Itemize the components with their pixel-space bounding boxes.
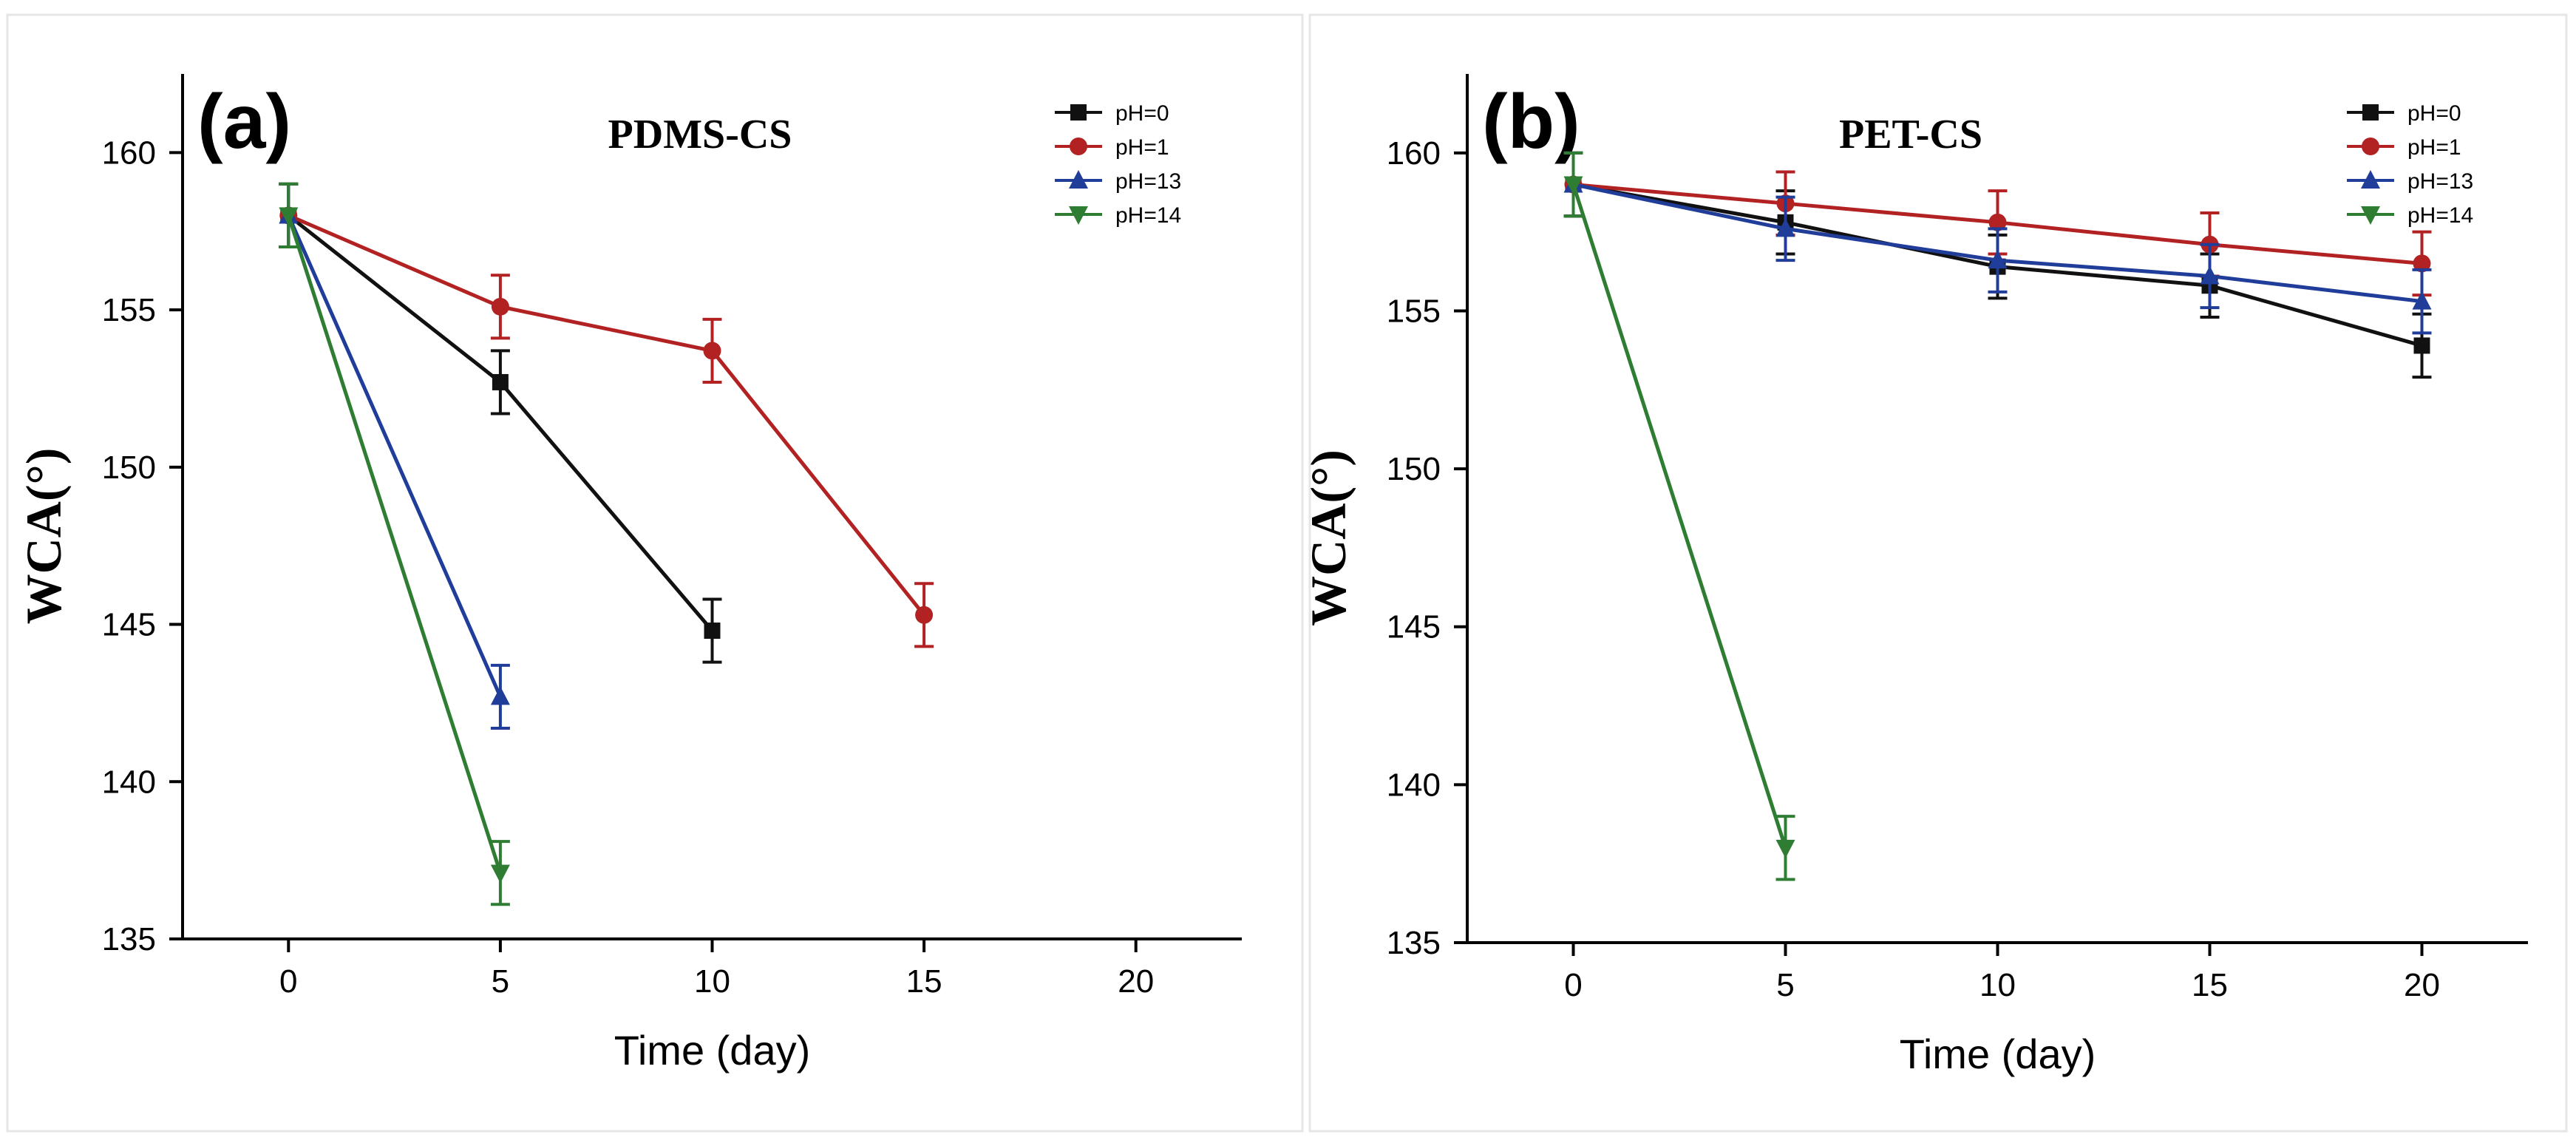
panel-b-y-tick-label: 145: [1387, 609, 1441, 645]
panel-a-x-tick-label: 10: [694, 963, 730, 1000]
panel-b-y-tick-label: 155: [1387, 293, 1441, 329]
panel-a-legend-label: pH=14: [1115, 203, 1181, 228]
panel-a-series-pH-0: [279, 182, 722, 664]
panel-a-data-point: [915, 606, 934, 624]
panel-a-y-axis-title: WCA(°): [16, 448, 72, 625]
panel-b-x-axis-title: Time (day): [1900, 1031, 2096, 1077]
panel-b-data-point: [2412, 291, 2432, 310]
panel-b-series-pH-13: [1563, 151, 2432, 335]
panel-b-legend-label: pH=13: [2407, 169, 2473, 194]
panel-b-y-tick-label: 140: [1387, 767, 1441, 803]
panel-b-legend-label: pH=0: [2407, 101, 2461, 126]
panel-a-chart: 0 5 10 15 20 135 140 145 150 155 160 Time (day) WCA(…: [16, 74, 1242, 1074]
panel-b-x-tick-label: 0: [1564, 967, 1582, 1003]
panel-a-title: PDMS-CS: [608, 112, 792, 157]
panel-b-frame: [1308, 13, 2568, 1133]
panel-a-series-pH-14: [279, 182, 510, 906]
panel-a-legend-marker: [1069, 170, 1088, 189]
panel-a-data-point: [279, 207, 299, 226]
panel-b-x-tick-label: 5: [1776, 967, 1794, 1003]
panel-b-legend-label: pH=14: [2407, 203, 2473, 228]
panel-b-x-tick-label: 15: [2192, 967, 2228, 1003]
panel-b-data-point: [2200, 265, 2220, 285]
panel-a-y-tick-label: 135: [102, 921, 156, 957]
panel-b-label: (b): [1482, 79, 1580, 165]
panel-b-data-point: [1775, 218, 1795, 237]
panel-b-data-point: [1988, 213, 2007, 231]
panel-b-x-tick-label: 10: [1979, 967, 2016, 1003]
panel-a-series-line: [287, 214, 503, 698]
panel-a-x-tick-label: 15: [906, 963, 942, 1000]
panel-b-legend-marker: [2362, 138, 2379, 155]
panel-a-series-line: [288, 214, 926, 617]
panel-b-data-point: [1563, 176, 1583, 195]
panel-b-title: PET-CS: [1839, 112, 1982, 157]
panel-b-y-tick-label: 150: [1387, 451, 1441, 487]
panel-a-data-point: [492, 373, 509, 390]
panel-a-y-tick-label: 155: [102, 292, 156, 328]
panel-b-legend-marker: [2362, 104, 2379, 121]
panel-a-legend: pH=0 pH=1 pH=13 pH=14: [1055, 101, 1181, 228]
panel-b-data-point: [2413, 254, 2431, 273]
panel-a-y-tick-label: 160: [102, 135, 156, 171]
panel-b-legend-marker: [2361, 170, 2380, 189]
panel-a-legend-marker: [1069, 206, 1088, 225]
panel-a-data-point: [490, 864, 510, 883]
panel-a-x-tick-label: 20: [1118, 963, 1154, 1000]
panel-b-data-point: [1775, 839, 1795, 858]
panel-b-data-point: [2413, 337, 2430, 354]
panel-a-data-point: [490, 686, 510, 705]
panel-a-x-tick-label: 0: [279, 963, 297, 1000]
panel-a-y-tick-label: 140: [102, 764, 156, 800]
panel-a-data-point: [491, 297, 509, 316]
panel-a-legend-label: pH=1: [1115, 135, 1169, 160]
panel-a-legend-label: pH=0: [1115, 101, 1169, 126]
panel-b-legend: pH=0 pH=1 pH=13 pH=14: [2347, 101, 2473, 228]
panel-a-data-point: [703, 342, 721, 360]
panel-b-series-line: [1571, 183, 1787, 849]
panel-b-data-point: [1988, 250, 2008, 269]
panel-a-label: (a): [197, 79, 291, 165]
panel-b-series-pH-14: [1563, 151, 1795, 881]
panel-a-x-tick-label: 5: [492, 963, 509, 1000]
panel-a-series-pH-13: [279, 182, 510, 730]
panel-a-x-axis-title: Time (day): [614, 1027, 811, 1074]
panel-a-data-point: [704, 623, 721, 640]
panel-b-y-tick-label: 135: [1387, 925, 1441, 961]
panel-a-legend-label: pH=13: [1115, 169, 1181, 194]
panel-b-legend-label: pH=1: [2407, 135, 2461, 160]
panel-a-legend-marker: [1070, 138, 1087, 155]
panel-b-y-tick-label: 160: [1387, 135, 1441, 172]
panel-b-y-axis-title: WCA(°): [1300, 450, 1356, 626]
panel-a-y-tick-label: 145: [102, 607, 156, 643]
panel-a-y-tick-label: 150: [102, 450, 156, 486]
panel-b-chart: 0 5 10 15 20 135 140 145 150 155 160 Time (day) WCA(…: [1300, 74, 2528, 1077]
panel-b-legend-marker: [2361, 206, 2380, 225]
panel-b-x-tick-label: 20: [2404, 967, 2440, 1003]
panel-a-frame: [6, 13, 1304, 1133]
panel-a-series-line: [286, 214, 503, 874]
panel-a-legend-marker: [1070, 104, 1087, 121]
